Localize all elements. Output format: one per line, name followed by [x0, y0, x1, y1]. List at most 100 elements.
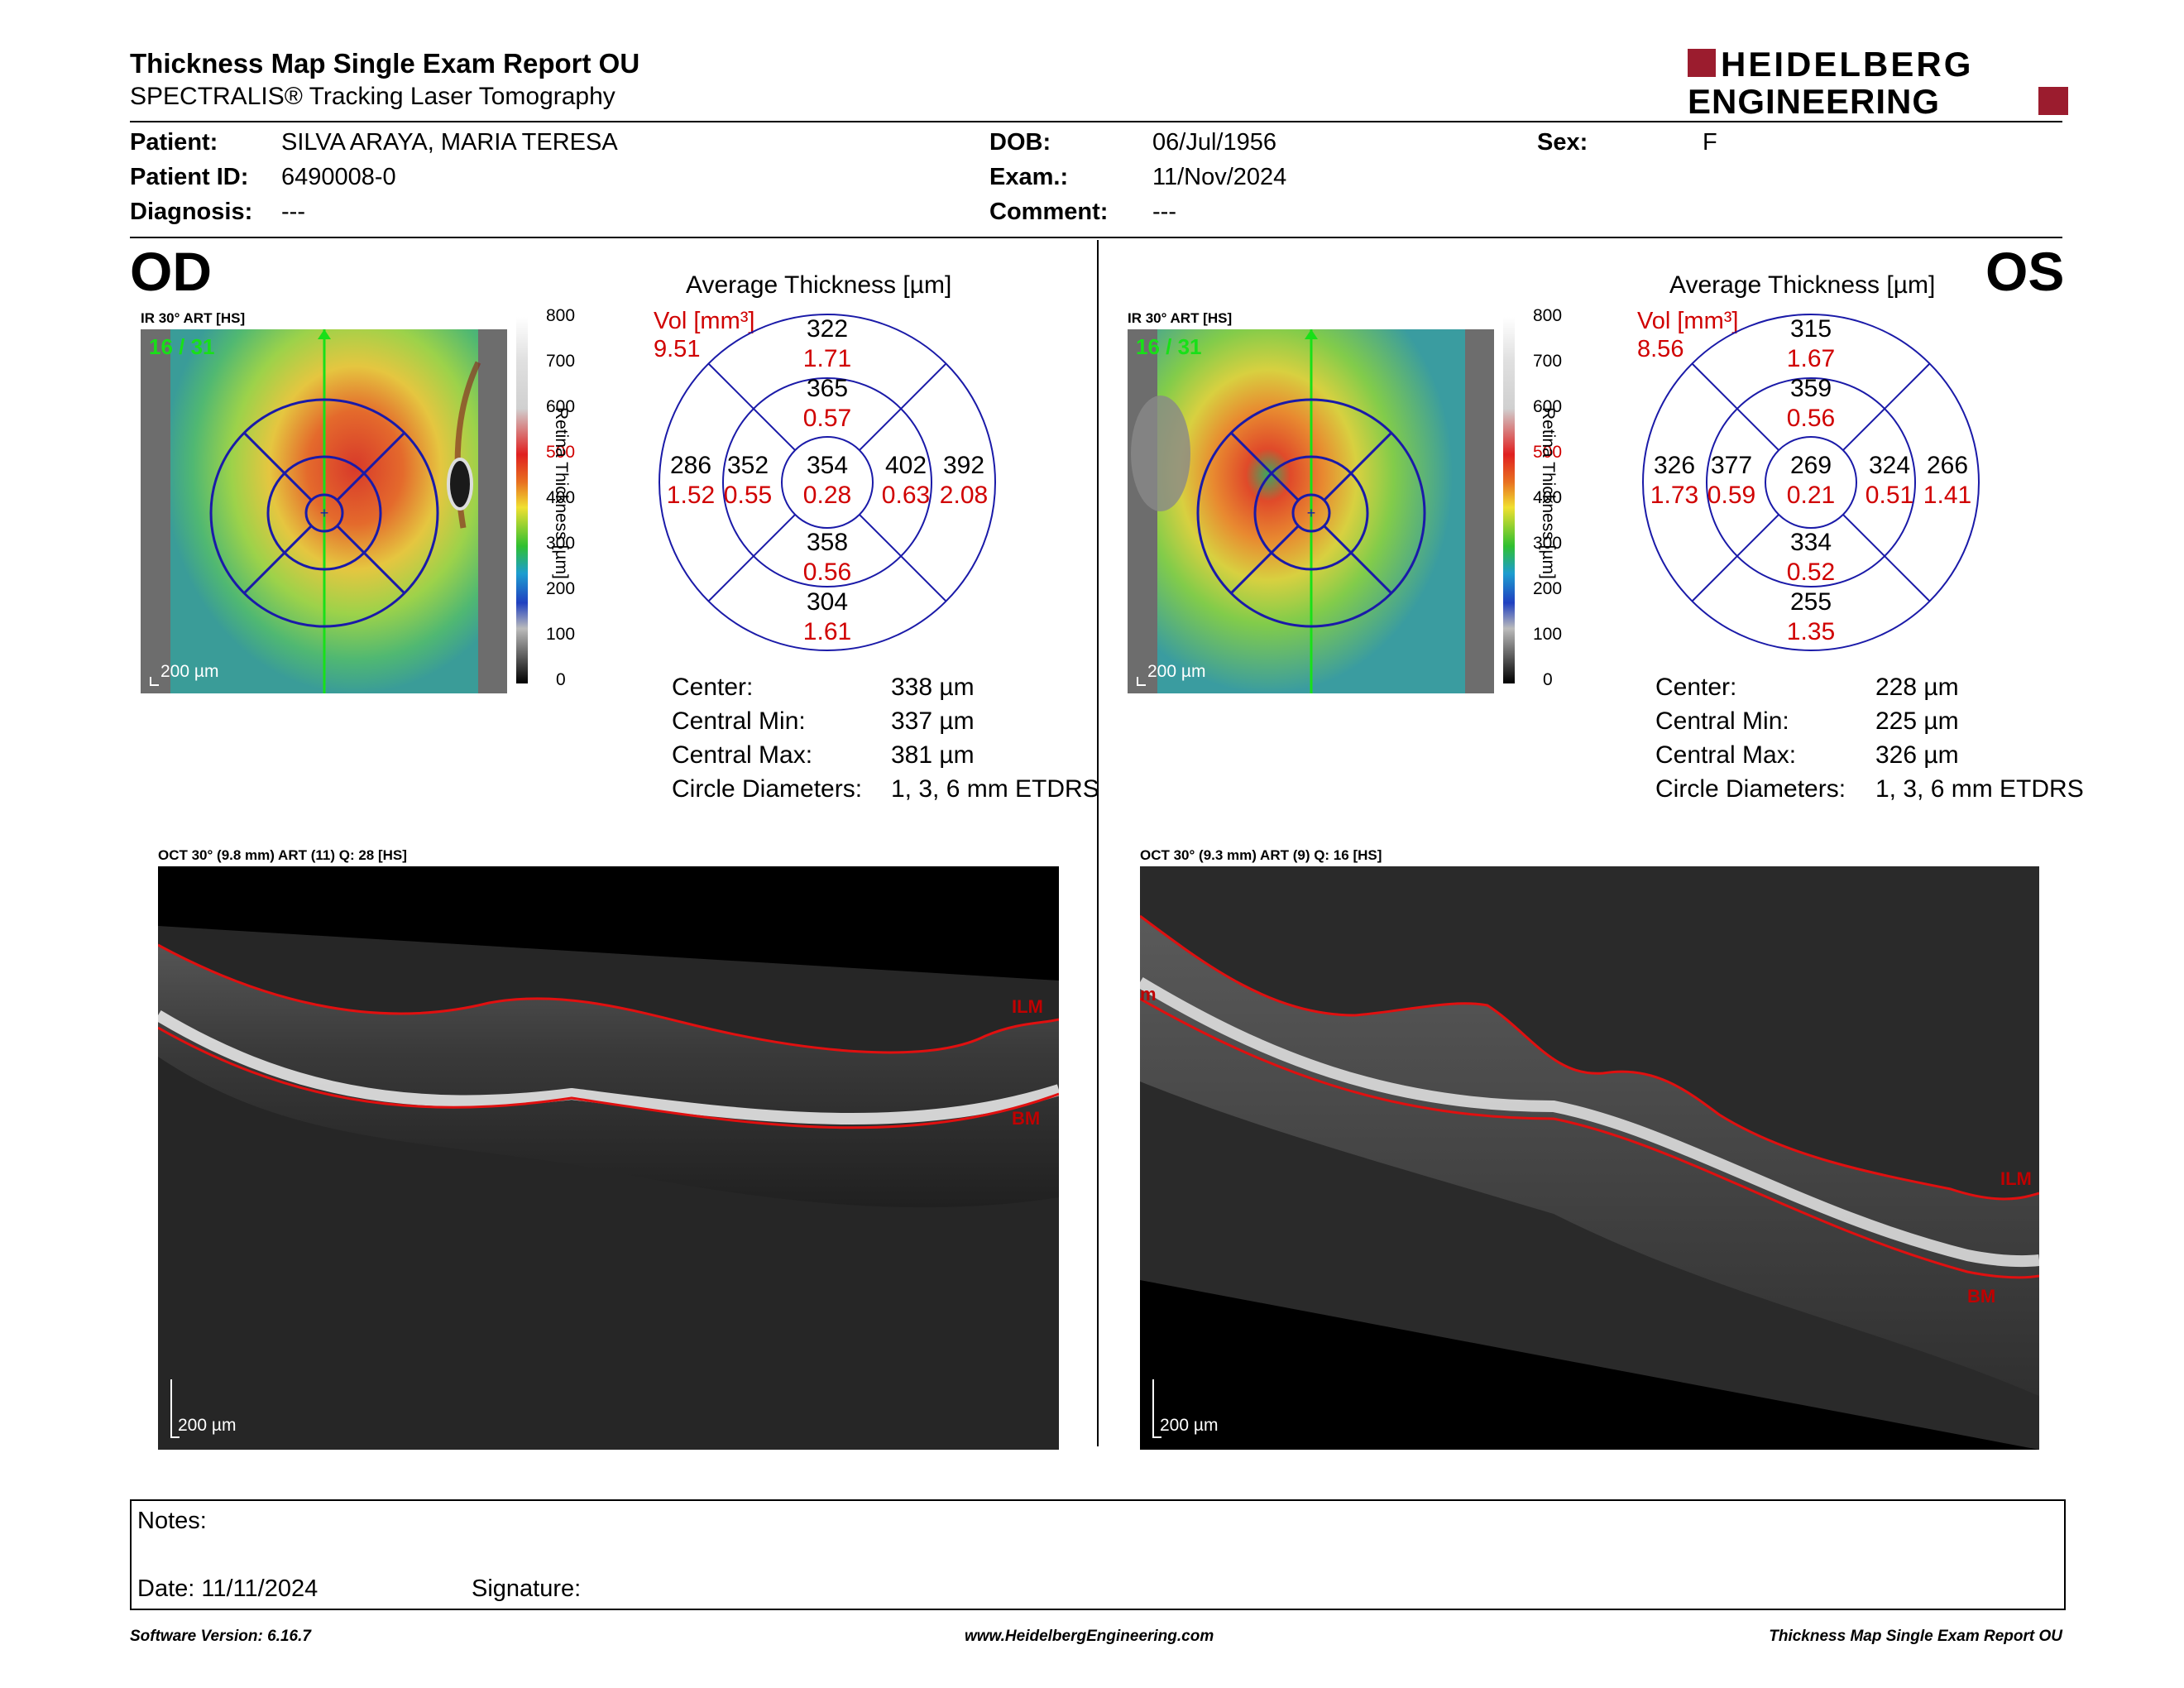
logo-text-line1: HEIDELBERG	[1721, 46, 1973, 84]
od-stat-center-label: Center:	[672, 674, 754, 701]
os-oct-scale-bar	[1152, 1379, 1161, 1438]
os-stat-diam-value: 1, 3, 6 mm ETDRS	[1875, 775, 2084, 803]
od-optic-disc	[447, 458, 473, 511]
os-inner-nasal-thickness: 377	[1711, 452, 1752, 479]
od-inner-superior-thickness: 365	[807, 375, 848, 402]
os-oct-black-wedge	[1140, 1280, 2039, 1450]
os-center-thickness: 269	[1790, 452, 1832, 479]
os-outer-nasal-thickness: 326	[1654, 452, 1695, 479]
od-tick-500: 500	[546, 443, 576, 462]
od-stat-min-value: 337 µm	[891, 707, 975, 735]
od-tick-800: 800	[546, 306, 576, 325]
od-stat-max-label: Central Max:	[672, 741, 813, 769]
od-oct-scale: 200 µm	[178, 1416, 236, 1435]
od-outer-temporal-thickness: 286	[670, 452, 711, 479]
od-tick-100: 100	[546, 625, 576, 644]
diagnosis-value: ---	[281, 199, 305, 225]
od-ilm-line	[158, 943, 1059, 1054]
od-outer-superior-volume: 1.71	[803, 345, 851, 372]
dob-value: 06/Jul/1956	[1152, 129, 1276, 156]
notes-label: Notes:	[137, 1508, 207, 1534]
os-outer-inferior-thickness: 255	[1790, 588, 1832, 616]
os-outer-nasal-volume: 1.73	[1650, 482, 1698, 509]
os-tick-300: 300	[1533, 534, 1563, 553]
od-etdrs-grid: 322 1.71 365 0.57 354 0.28 352 0.55 402 …	[659, 314, 996, 651]
os-oct-title: OCT 30° (9.3 mm) ART (9) Q: 16 [HS]	[1140, 847, 1382, 863]
os-inner-temporal-thickness: 324	[1869, 452, 1910, 479]
patient-label: Patient:	[130, 129, 218, 156]
os-colorbar-label: Retina Thickness [µm]	[1539, 407, 1558, 579]
od-oct-scale-bar	[170, 1379, 180, 1438]
od-tick-0: 0	[556, 670, 566, 689]
os-eye-label: OS	[1985, 241, 2065, 302]
od-eye-label: OD	[130, 241, 212, 302]
od-tick-200: 200	[546, 579, 576, 598]
od-inner-inferior-volume: 0.56	[803, 559, 851, 586]
od-outer-nasal-thickness: 392	[943, 452, 984, 479]
os-avg-title: Average Thickness [µm]	[1669, 271, 1936, 299]
os-thickness-map: 16 / 31 + 200 µm	[1128, 329, 1494, 693]
od-tick-400: 400	[546, 488, 576, 507]
logo-square-bottom	[2038, 87, 2068, 115]
os-vol-label: Vol [mm³]	[1637, 308, 1739, 334]
os-oct-scale: 200 µm	[1160, 1416, 1218, 1435]
od-inner-nasal-thickness: 402	[885, 452, 927, 479]
patient-divider	[130, 237, 2062, 238]
os-inner-nasal-volume: 0.59	[1707, 482, 1755, 509]
os-center-marker: +	[1307, 505, 1316, 521]
od-avg-title: Average Thickness [µm]	[686, 271, 952, 299]
od-center-volume: 0.28	[803, 482, 851, 509]
od-inner-superior-volume: 0.57	[803, 405, 851, 432]
os-colorbar-gradient	[1503, 317, 1515, 683]
footer-website[interactable]: www.HeidelbergEngineering.com	[965, 1628, 1214, 1645]
od-etdrs-lines	[659, 314, 996, 651]
header-divider	[130, 121, 2062, 122]
os-stat-center-value: 228 µm	[1875, 674, 1959, 701]
os-stat-min-label: Central Min:	[1655, 707, 1789, 735]
od-outer-nasal-volume: 2.08	[940, 482, 988, 509]
exam-label: Exam.:	[989, 164, 1069, 190]
comment-label: Comment:	[989, 199, 1109, 225]
diagnosis-label: Diagnosis:	[130, 199, 253, 225]
os-ir-title: IR 30° ART [HS]	[1128, 310, 1233, 326]
os-center-volume: 0.21	[1787, 482, 1835, 509]
os-frame-counter: 16 / 31	[1136, 334, 1202, 359]
od-inner-temporal-volume: 0.55	[724, 482, 772, 509]
od-oct-title: OCT 30° (9.8 mm) ART (11) Q: 28 [HS]	[158, 847, 407, 863]
od-inner-nasal-volume: 0.63	[882, 482, 930, 509]
os-bm-label: BM	[1967, 1286, 1995, 1307]
od-outer-superior-thickness: 322	[807, 315, 848, 343]
od-scan-arrow	[318, 329, 331, 339]
os-outer-temporal-volume: 1.41	[1923, 482, 1971, 509]
os-inner-superior-thickness: 359	[1790, 375, 1832, 402]
os-tick-100: 100	[1533, 625, 1563, 644]
od-tick-700: 700	[546, 352, 576, 371]
os-stat-max-label: Central Max:	[1655, 741, 1797, 769]
od-inner-temporal-thickness: 352	[727, 452, 769, 479]
os-tick-500: 500	[1533, 443, 1563, 462]
od-stat-min-label: Central Min:	[672, 707, 806, 735]
od-stat-diam-value: 1, 3, 6 mm ETDRS	[891, 775, 1099, 803]
notes-box[interactable]: Notes: Date: 11/11/2024 Signature:	[130, 1499, 2066, 1610]
footer-report-name: Thickness Map Single Exam Report OU	[1769, 1628, 2062, 1645]
os-ilm-line	[1140, 914, 2039, 1201]
os-ilm-label: ILM	[2000, 1168, 2032, 1189]
od-ilm-label: ILM	[1012, 996, 1043, 1017]
os-outer-temporal-thickness: 266	[1927, 452, 1968, 479]
od-bm-line	[158, 1026, 1059, 1129]
logo-square-top	[1688, 49, 1716, 77]
os-stat-max-value: 326 µm	[1875, 741, 1959, 769]
patient-id-label: Patient ID:	[130, 164, 249, 190]
od-vol-total: 9.51	[654, 336, 701, 362]
sex-label: Sex:	[1537, 129, 1588, 156]
od-outer-temporal-volume: 1.52	[667, 482, 715, 509]
od-bm-label: BM	[1012, 1108, 1040, 1129]
os-map-scale: 200 µm	[1147, 662, 1205, 681]
od-inner-inferior-thickness: 358	[807, 529, 848, 556]
logo-text-line2: ENGINEERING	[1688, 82, 1940, 118]
od-ir-title: IR 30° ART [HS]	[141, 310, 246, 326]
footer-software-version: Software Version: 6.16.7	[130, 1628, 311, 1645]
os-stat-center-label: Center:	[1655, 674, 1737, 701]
od-etdrs-overlay	[209, 398, 439, 628]
comment-value: ---	[1152, 199, 1176, 225]
